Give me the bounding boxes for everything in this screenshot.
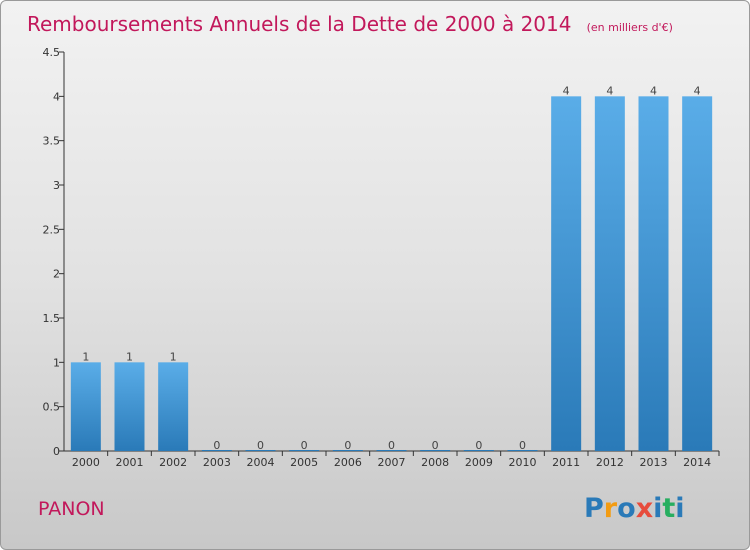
x-tick-label: 2014 <box>683 456 711 469</box>
logo-letter: t <box>662 493 675 524</box>
bar-value-label: 1 <box>170 350 177 363</box>
y-tick-label: 2.5 <box>43 223 61 236</box>
bar <box>201 450 232 451</box>
bar <box>245 450 276 451</box>
x-tick-label: 2005 <box>290 456 318 469</box>
bar-value-label: 0 <box>432 439 439 452</box>
logo-letter: r <box>604 493 618 524</box>
bar <box>70 362 101 451</box>
bar <box>332 450 363 451</box>
bar <box>158 362 189 451</box>
bar-value-label: 0 <box>257 439 264 452</box>
x-tick-label: 2003 <box>203 456 231 469</box>
bar <box>289 450 320 451</box>
bar-value-label: 0 <box>301 439 308 452</box>
bar <box>507 450 538 451</box>
chart-unit: (en milliers d'€) <box>587 21 673 34</box>
x-tick-label: 2012 <box>596 456 624 469</box>
bar-value-label: 1 <box>82 350 89 363</box>
bar <box>551 96 582 451</box>
y-tick-label: 4.5 <box>43 46 61 59</box>
x-tick-label: 2011 <box>552 456 580 469</box>
plot-area: 0 0.5 1 1.5 2 2.5 3 3.5 4 4.5 1 2000 1 2001 1 2002 0 2003… <box>43 46 720 469</box>
y-tick-label: 0 <box>53 445 60 458</box>
y-tick-label: 1.5 <box>43 312 61 325</box>
x-tick-label: 2007 <box>378 456 406 469</box>
logo-letter: x <box>636 493 653 524</box>
x-tick-label: 2009 <box>465 456 493 469</box>
y-tick-label: 2 <box>53 268 60 281</box>
chart-title-group: Remboursements Annuels de la Dette de 20… <box>27 12 673 36</box>
bar-value-label: 1 <box>126 350 133 363</box>
commune-name: PANON <box>38 498 105 520</box>
y-tick-label: 4 <box>53 90 60 103</box>
bar <box>682 96 713 451</box>
bar-value-label: 4 <box>650 84 657 97</box>
bar-value-label: 0 <box>475 439 482 452</box>
logo-letter: o <box>617 493 636 524</box>
bar-value-label: 0 <box>388 439 395 452</box>
bar <box>376 450 407 451</box>
x-tick-label: 2006 <box>334 456 362 469</box>
bar <box>420 450 451 451</box>
x-tick-label: 2002 <box>159 456 187 469</box>
x-tick-label: 2010 <box>509 456 537 469</box>
bar-value-label: 0 <box>213 439 220 452</box>
bar <box>463 450 494 451</box>
chart-title: Remboursements Annuels de la Dette de 20… <box>27 12 571 36</box>
bar-value-label: 4 <box>563 84 570 97</box>
x-tick-label: 2001 <box>116 456 144 469</box>
logo-letter: P <box>584 493 604 524</box>
proxiti-logo: Proxiti <box>584 493 685 524</box>
bar-value-label: 0 <box>344 439 351 452</box>
x-tick-label: 2000 <box>72 456 100 469</box>
bar <box>114 362 145 451</box>
bar <box>594 96 625 451</box>
bar-value-label: 4 <box>606 84 613 97</box>
y-tick-label: 0.5 <box>43 401 61 414</box>
x-tick-label: 2013 <box>640 456 668 469</box>
y-tick-label: 3 <box>53 179 60 192</box>
y-tick-label: 1 <box>53 356 60 369</box>
bar-value-label: 0 <box>519 439 526 452</box>
logo-letter: i <box>675 493 684 524</box>
bar <box>638 96 669 451</box>
y-tick-label: 3.5 <box>43 135 61 148</box>
x-tick-label: 2004 <box>247 456 275 469</box>
logo-letter: i <box>653 493 662 524</box>
bar-value-label: 4 <box>694 84 701 97</box>
x-tick-label: 2008 <box>421 456 449 469</box>
